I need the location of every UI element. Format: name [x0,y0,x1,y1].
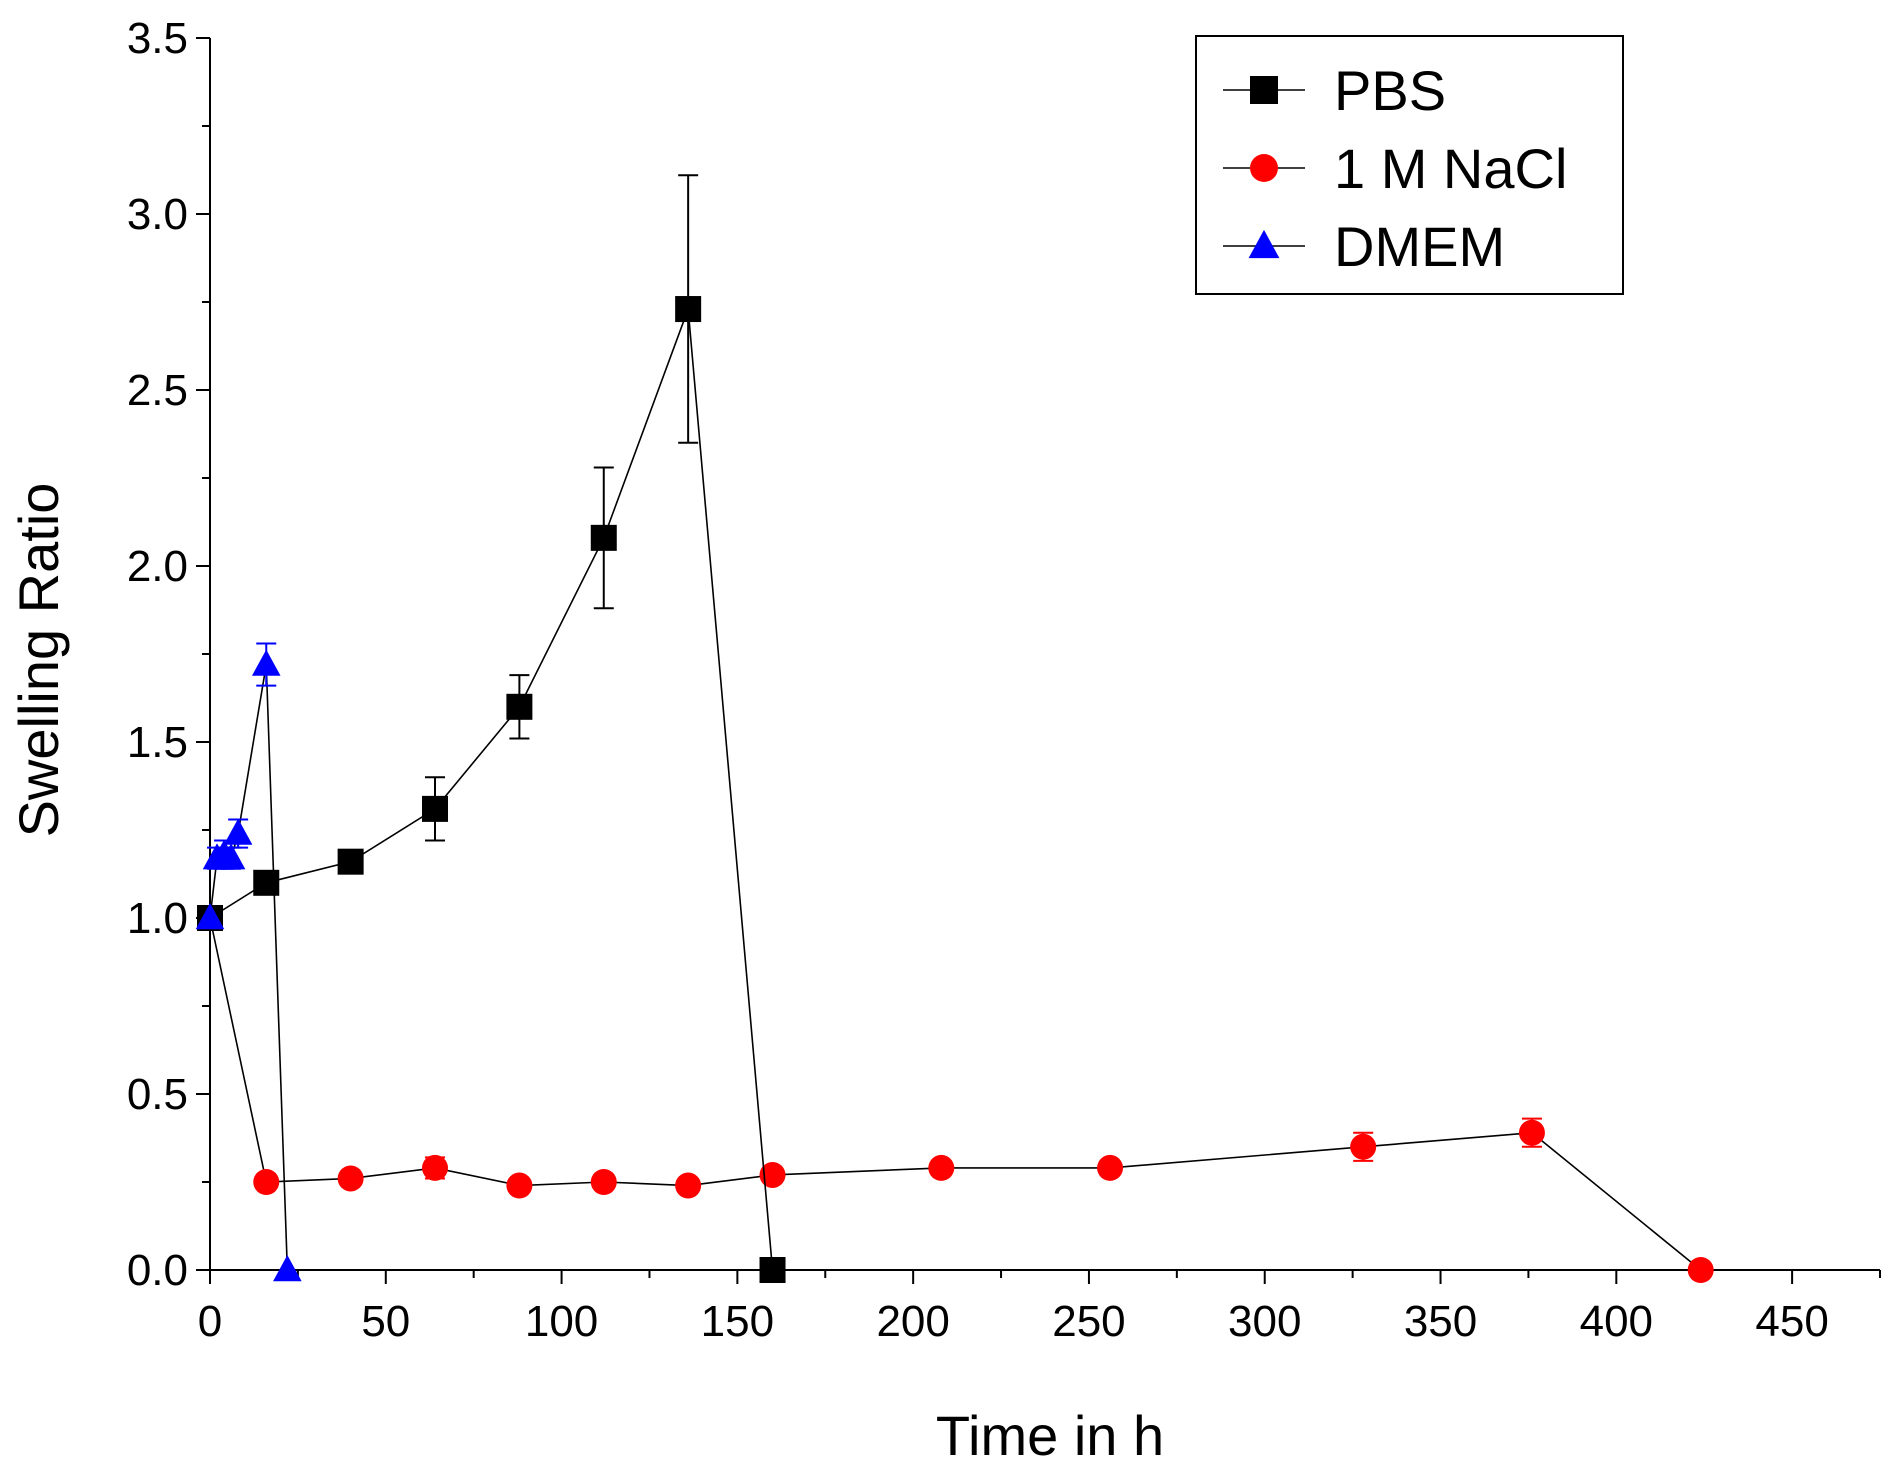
x-tick-label: 450 [1755,1297,1828,1346]
data-point [1097,1154,1124,1181]
data-point [251,649,281,676]
legend-label: 1 M NaCl [1334,137,1567,200]
data-point [422,795,449,822]
data-point [337,848,364,875]
x-tick-label: 250 [1052,1297,1125,1346]
legend-marker [1250,154,1278,182]
axes-layer: 0.0 0.5 1.0 1.5 2.0 2.5 3.0 3.5 0 50 100 150 200 250 3… [127,14,1881,1346]
data-point [506,1172,533,1199]
data-point [506,693,533,720]
data-point [928,1154,955,1181]
x-tick-label: 350 [1404,1297,1477,1346]
data-point [1518,1119,1545,1146]
series-line [209,917,1702,1271]
legend-label: DMEM [1334,215,1505,278]
data-point [223,818,253,845]
y-tick-label: 2.5 [127,366,188,415]
series-pbs [197,174,786,1283]
legend-marker [1250,76,1278,104]
data-point [422,1154,449,1181]
y-tick-label: 1.0 [127,894,188,943]
x-tick-label: 100 [525,1297,598,1346]
x-axis-title: Time in h [936,1404,1164,1467]
y-tick-label: 3.0 [127,190,188,239]
x-tick-label: 300 [1228,1297,1301,1346]
data-point [590,524,617,551]
data-point [195,903,225,930]
series-dmem [195,642,302,1282]
y-tick-label: 1.5 [127,718,188,767]
data-point [1687,1257,1714,1283]
data-point [759,1161,786,1188]
y-tick-label: 3.5 [127,14,188,63]
data-point [590,1169,617,1195]
data-point [253,1169,280,1195]
data-point [759,1257,786,1283]
data-point [1350,1133,1377,1160]
series-1-m-nacl [197,905,1714,1283]
data-point [253,869,280,896]
data-point [675,296,702,323]
x-tick-label: 400 [1580,1297,1653,1346]
y-tick-label: 0.5 [127,1070,188,1119]
x-tick-label: 50 [361,1297,410,1346]
data-point [216,843,246,870]
legend-label: PBS [1334,59,1446,122]
x-tick-label: 200 [876,1297,949,1346]
y-tick-label: 2.0 [127,542,188,591]
x-tick-label: 150 [701,1297,774,1346]
series-layer [195,174,1714,1283]
y-axis-title: Swelling Ratio [7,483,70,838]
data-point [273,1255,302,1282]
legend-marker [1248,229,1280,259]
data-point [675,1172,702,1199]
series-line [209,308,774,1271]
data-point [337,1165,364,1192]
x-tick-label: 0 [198,1297,222,1346]
legend: PBS 1 M NaCl DMEM [1195,35,1624,295]
y-tick-label: 0.0 [127,1246,188,1295]
